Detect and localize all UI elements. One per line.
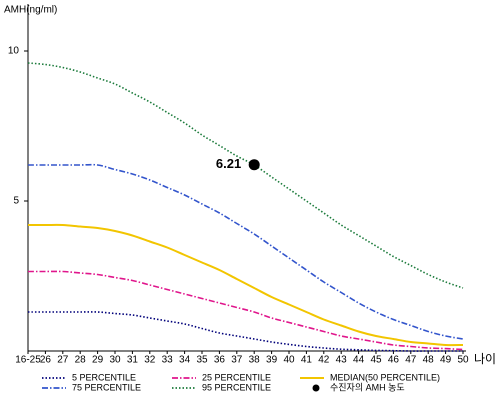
x-tick-label: 28: [75, 355, 87, 366]
x-tick-label: 43: [336, 355, 348, 366]
x-tick-label: 31: [127, 355, 139, 366]
x-tick-label: 44: [353, 355, 365, 366]
series-line: [27, 311, 463, 352]
legend-label: 95 PERCENTILE: [202, 382, 271, 392]
x-tick-label: 34: [179, 355, 191, 366]
legend-label: 75 PERCENTILE: [72, 382, 141, 392]
x-tick-label: 26: [40, 355, 52, 366]
x-tick-label: 29: [92, 355, 104, 366]
series-line: [27, 62, 464, 289]
x-tick-label: 39: [266, 355, 278, 366]
legend-label: 5 PERCENTILE: [72, 372, 136, 382]
y-tick-label: 5: [13, 196, 19, 207]
x-tick-label: 35: [196, 355, 208, 366]
x-tick-label: 48: [423, 355, 435, 366]
x-tick-label: 37: [231, 355, 243, 366]
x-tick-label: 27: [57, 355, 69, 366]
x-tick-label: 45: [370, 355, 382, 366]
x-tick-label: 46: [388, 355, 400, 366]
legend-marker: [312, 384, 320, 392]
legend-label: 수진자의 AMH 농도: [330, 382, 405, 392]
legend-label: 25 PERCENTILE: [202, 372, 271, 382]
x-tick-label: 40: [283, 355, 295, 366]
x-tick-label: 41: [301, 355, 313, 366]
legend-label: MEDIAN(50 PERCENTILE): [330, 372, 440, 382]
x-tick-label: 49: [440, 355, 452, 366]
x-tick-label: 36: [214, 355, 226, 366]
x-tick-label: 50: [457, 355, 469, 366]
patient-point: [248, 159, 260, 171]
x-tick-label: 32: [144, 355, 156, 366]
x-axis-label: 나이: [474, 352, 496, 366]
x-tick-label: 30: [109, 355, 121, 366]
y-tick-label: 10: [8, 46, 20, 57]
x-tick-label: 38: [249, 355, 261, 366]
series-line: [28, 163, 464, 340]
y-axis-label: AMH(ng/ml): [4, 5, 57, 16]
series-line: [27, 223, 464, 347]
x-tick-label: 42: [318, 355, 330, 366]
x-tick-label: 47: [405, 355, 417, 366]
series-line: [27, 270, 464, 351]
x-tick-label: 16-25: [15, 355, 41, 366]
point-label: 6.21: [216, 156, 241, 171]
x-tick-label: 33: [162, 355, 174, 366]
